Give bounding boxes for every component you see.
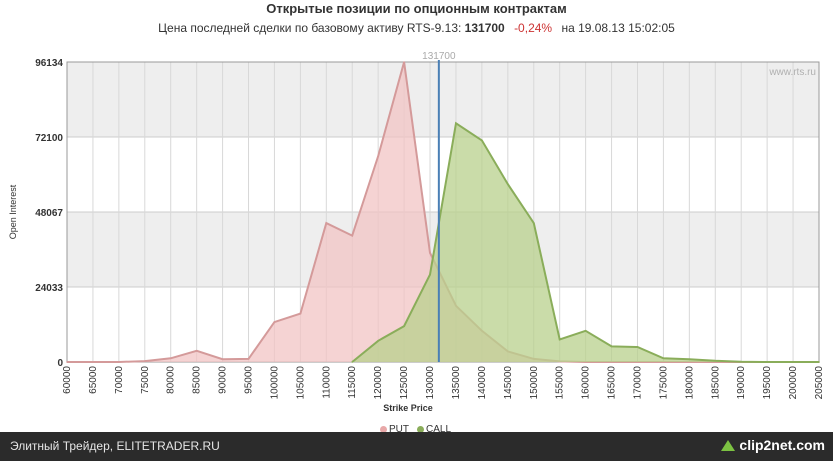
chart-subtitle: Цена последней сделки по базовому активу… [0, 21, 833, 35]
y-tick-label: 96134 [35, 58, 63, 69]
grid-band [67, 62, 819, 138]
call-point [818, 361, 820, 363]
call-point [740, 360, 743, 363]
call-point [351, 361, 354, 363]
put-point [221, 358, 224, 360]
call-point [662, 357, 665, 360]
call-point [377, 339, 379, 342]
put-point [325, 222, 328, 224]
x-tick-label: 65000 [88, 366, 99, 394]
put-point [377, 155, 379, 157]
footer-text: Элитный Трейдер, ELITETRADER.RU [10, 439, 220, 453]
legend-label-call: CALL [426, 424, 452, 435]
last-price: 131700 [464, 21, 505, 35]
put-point [143, 360, 146, 362]
chart-title: Открытые позиции по опционным контрактам [266, 1, 567, 16]
x-tick-label: 100000 [269, 366, 280, 400]
price-line-label: 131700 [422, 51, 456, 62]
logo-text: clip2net.com [739, 437, 825, 453]
x-tick-label: 145000 [503, 366, 514, 400]
call-point [688, 358, 691, 360]
clip2net-logo[interactable]: clip2net.com [721, 437, 825, 453]
chart-legend[interactable]: PUT CALL [380, 424, 451, 435]
call-point [584, 329, 587, 332]
x-tick-label: 105000 [295, 366, 306, 400]
legend-item-put[interactable]: PUT [380, 424, 409, 435]
call-point [610, 345, 613, 348]
put-point [403, 61, 405, 63]
subtitle-prefix: Цена последней сделки по базовому активу… [158, 21, 462, 35]
x-tick-label: 160000 [581, 366, 592, 400]
x-tick-label: 170000 [632, 366, 643, 400]
put-point [273, 321, 276, 323]
x-tick-label: 75000 [140, 366, 151, 394]
x-tick-label: 120000 [373, 366, 384, 400]
x-tick-label: 195000 [762, 366, 773, 400]
x-tick-label: 115000 [347, 366, 358, 399]
put-legend-swatch [380, 426, 387, 433]
call-area [352, 123, 819, 362]
open-interest-chart: 131700 0 24033 48067 72100 96134 60000 65000 700… [8, 51, 825, 413]
x-tick-label: 110000 [321, 366, 332, 399]
call-point [403, 325, 405, 327]
y-axis-title: Open Interest [8, 184, 18, 239]
x-tick-label: 70000 [114, 366, 125, 394]
x-tick-label: 165000 [607, 366, 618, 400]
x-tick-label: 180000 [684, 366, 695, 400]
x-tick-label: 85000 [192, 366, 203, 394]
call-point [481, 139, 483, 142]
x-tick-label: 60000 [62, 366, 73, 394]
x-tick-label: 95000 [244, 366, 255, 394]
y-tick-label: 24033 [35, 283, 63, 294]
put-point [247, 358, 250, 360]
x-tick-label: 125000 [399, 366, 410, 400]
call-point [532, 222, 535, 224]
x-tick-label: 90000 [218, 366, 229, 394]
x-tick-label: 155000 [555, 366, 566, 400]
call-point [507, 183, 509, 185]
put-point [351, 234, 354, 237]
call-point [714, 359, 717, 362]
price-change: -0,24% [514, 21, 553, 35]
put-point [429, 251, 431, 254]
date-text: на 19.08.13 15:02:05 [561, 21, 675, 35]
x-tick-label: 185000 [710, 366, 721, 400]
x-tick-label: 135000 [451, 366, 462, 400]
x-tick-label: 190000 [736, 366, 747, 400]
x-tick-label: 200000 [788, 366, 799, 400]
up-arrow-icon [721, 439, 736, 451]
y-tick-label: 0 [57, 358, 63, 369]
legend-label-put: PUT [389, 424, 409, 435]
call-point [636, 346, 639, 348]
call-point [429, 273, 431, 276]
watermark: www.rts.ru [768, 67, 816, 78]
x-tick-label: 130000 [425, 366, 436, 400]
call-point [558, 338, 561, 341]
x-tick-label: 140000 [477, 366, 488, 400]
y-tick-label: 72100 [35, 133, 63, 144]
put-point [92, 361, 94, 363]
x-tick-label: 205000 [814, 366, 825, 400]
call-point [792, 361, 794, 363]
x-tick-label: 150000 [529, 366, 540, 400]
x-tick-label: 80000 [166, 366, 177, 394]
x-axis-title: Strike Price [383, 403, 433, 413]
put-point [118, 361, 120, 363]
x-tick-label: 175000 [658, 366, 669, 400]
call-legend-swatch [417, 426, 424, 433]
y-tick-label: 48067 [35, 208, 63, 219]
put-point [299, 312, 302, 315]
put-point [169, 357, 172, 360]
call-point [766, 361, 768, 363]
footer-bar: Элитный Трейдер, ELITETRADER.RU clip2net… [0, 432, 833, 461]
put-point [195, 349, 198, 352]
legend-item-call[interactable]: CALL [417, 424, 451, 435]
call-point [455, 122, 457, 125]
put-point [66, 361, 68, 363]
